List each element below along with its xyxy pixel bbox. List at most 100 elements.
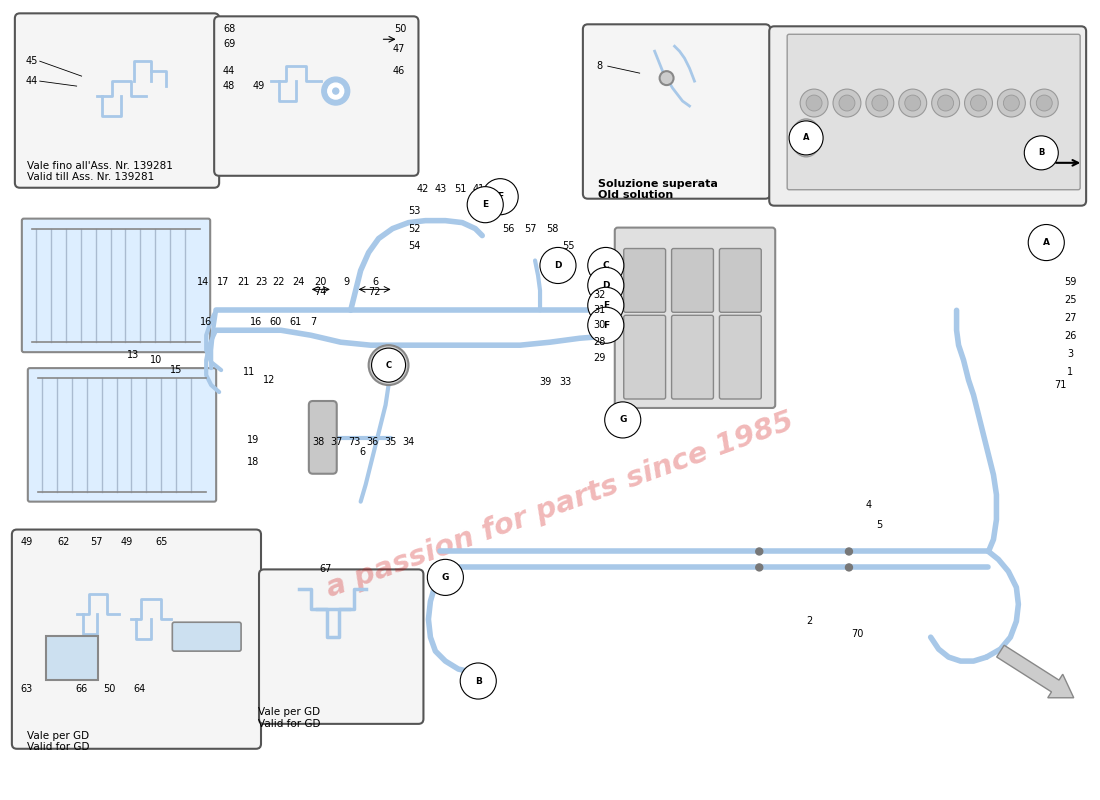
FancyBboxPatch shape <box>672 249 714 312</box>
Text: 48: 48 <box>223 81 235 91</box>
Text: Vale per GD
Valid for GD: Vale per GD Valid for GD <box>26 731 89 753</box>
FancyBboxPatch shape <box>12 530 261 749</box>
Text: 63: 63 <box>21 684 33 694</box>
Circle shape <box>333 88 339 94</box>
Text: 36: 36 <box>366 437 378 447</box>
Circle shape <box>839 95 855 111</box>
Circle shape <box>866 89 894 117</box>
Text: 10: 10 <box>151 355 163 365</box>
Text: 41: 41 <box>472 184 484 194</box>
Text: 2: 2 <box>806 616 812 626</box>
Circle shape <box>937 95 954 111</box>
Text: Soluzione superata
Old solution: Soluzione superata Old solution <box>597 178 717 200</box>
FancyBboxPatch shape <box>719 249 761 312</box>
Text: 71: 71 <box>1054 380 1066 390</box>
Text: 61: 61 <box>289 318 302 327</box>
Text: 13: 13 <box>128 350 140 360</box>
FancyBboxPatch shape <box>214 16 418 176</box>
Text: 57: 57 <box>524 223 537 234</box>
Circle shape <box>800 89 828 117</box>
Text: 4: 4 <box>866 500 872 510</box>
Text: 25: 25 <box>1064 295 1077 306</box>
Text: 40: 40 <box>492 184 504 194</box>
Text: 49: 49 <box>120 537 133 546</box>
Text: 68: 68 <box>223 24 235 34</box>
Ellipse shape <box>798 126 815 150</box>
Circle shape <box>1003 95 1020 111</box>
FancyBboxPatch shape <box>672 315 714 399</box>
FancyBboxPatch shape <box>173 622 241 651</box>
FancyBboxPatch shape <box>258 570 424 724</box>
Text: A: A <box>803 134 810 142</box>
FancyBboxPatch shape <box>788 34 1080 190</box>
Circle shape <box>376 353 400 377</box>
FancyBboxPatch shape <box>615 228 776 408</box>
Text: 56: 56 <box>502 223 515 234</box>
Text: 74: 74 <box>315 287 327 298</box>
Circle shape <box>328 83 343 99</box>
Circle shape <box>846 548 852 555</box>
Circle shape <box>899 89 926 117</box>
Circle shape <box>998 89 1025 117</box>
FancyBboxPatch shape <box>719 315 761 399</box>
Text: 3: 3 <box>1067 349 1074 359</box>
Text: 54: 54 <box>408 241 420 250</box>
Text: 18: 18 <box>246 457 260 466</box>
Text: 6: 6 <box>360 447 365 457</box>
Text: 67: 67 <box>320 565 332 574</box>
Text: Vale per GD
Valid for GD: Vale per GD Valid for GD <box>257 707 320 729</box>
FancyBboxPatch shape <box>769 26 1086 206</box>
Text: 65: 65 <box>155 537 167 546</box>
Circle shape <box>368 345 408 385</box>
Text: 21: 21 <box>236 278 250 287</box>
Text: 50: 50 <box>394 24 407 34</box>
Text: 30: 30 <box>594 320 606 330</box>
Text: 64: 64 <box>133 684 145 694</box>
Circle shape <box>905 95 921 111</box>
Text: 35: 35 <box>384 437 397 447</box>
Text: 62: 62 <box>57 537 70 546</box>
Text: 27: 27 <box>1064 314 1077 323</box>
Circle shape <box>970 95 987 111</box>
Circle shape <box>322 77 350 105</box>
FancyBboxPatch shape <box>22 218 210 352</box>
FancyBboxPatch shape <box>46 636 98 680</box>
Text: 42: 42 <box>416 184 429 194</box>
Circle shape <box>806 95 822 111</box>
Text: 43: 43 <box>434 184 447 194</box>
FancyBboxPatch shape <box>624 315 666 399</box>
Text: G: G <box>442 573 449 582</box>
FancyBboxPatch shape <box>309 401 337 474</box>
Text: F: F <box>603 321 609 330</box>
Text: A: A <box>1043 238 1049 247</box>
Circle shape <box>965 89 992 117</box>
Text: E: E <box>603 301 609 310</box>
Text: 72: 72 <box>368 287 381 298</box>
Text: 33: 33 <box>559 377 571 387</box>
Text: 49: 49 <box>21 537 33 546</box>
Text: 17: 17 <box>217 278 229 287</box>
Text: 47: 47 <box>393 44 405 54</box>
Text: F: F <box>497 192 503 202</box>
Text: 55: 55 <box>562 241 574 250</box>
Text: 32: 32 <box>594 290 606 300</box>
Text: 29: 29 <box>594 353 606 363</box>
Text: 39: 39 <box>539 377 551 387</box>
Text: 44: 44 <box>223 66 235 76</box>
Text: 51: 51 <box>454 184 466 194</box>
Text: 16: 16 <box>250 318 262 327</box>
Text: 19: 19 <box>246 435 260 445</box>
Text: 20: 20 <box>315 278 327 287</box>
Text: 9: 9 <box>343 278 350 287</box>
Text: 23: 23 <box>255 278 267 287</box>
Text: 44: 44 <box>25 76 37 86</box>
Ellipse shape <box>791 119 821 157</box>
Text: C: C <box>603 261 609 270</box>
Text: 66: 66 <box>76 684 88 694</box>
Text: 7: 7 <box>310 318 316 327</box>
Text: 38: 38 <box>312 437 324 447</box>
Text: 11: 11 <box>243 367 255 377</box>
Text: 26: 26 <box>1064 331 1077 342</box>
Text: 52: 52 <box>408 223 420 234</box>
Text: 5: 5 <box>876 519 882 530</box>
